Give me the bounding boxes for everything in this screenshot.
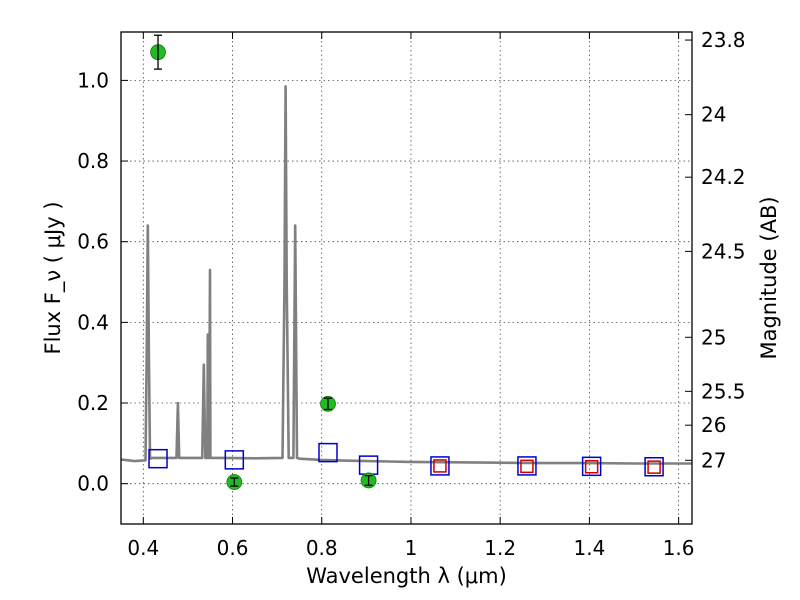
x-tick-label: 0.6 (217, 536, 249, 560)
red-square-marker (647, 460, 661, 474)
right-y-axis-label: Magnitude (AB) (757, 196, 781, 359)
y-tick-label: 0.8 (77, 149, 109, 173)
x-tick-label: 1.4 (573, 536, 605, 560)
red-square-marker (520, 459, 534, 474)
right-tick-label: 26 (701, 413, 726, 437)
y-tick-label: 0.2 (77, 391, 109, 415)
axis-ticks: 0.4 0.6 0.8 1 1.2 1.4 1.6 0.0 0.2 0.4 0.6 0.8 1.0 23.… (77, 28, 745, 560)
y-tick-label: 0.6 (77, 230, 109, 254)
x-tick-label: 1.2 (484, 536, 516, 560)
plot-frame (120, 31, 693, 525)
x-tick-label: 1 (405, 536, 418, 560)
y-axis-label: Flux F_ν ( μJy ) (41, 201, 66, 354)
blue-square-marker (644, 456, 664, 477)
y-tick-label: 1.0 (77, 68, 109, 92)
plot-area (120, 34, 692, 490)
right-tick-label: 23.8 (701, 28, 746, 52)
red-square-marker (433, 459, 447, 473)
grid-lines (121, 32, 692, 524)
x-tick-label: 0.4 (127, 536, 159, 560)
y-tick-label: 0.4 (77, 310, 109, 334)
right-tick-label: 25.5 (701, 379, 746, 403)
y-tick-label: 0.0 (77, 472, 109, 496)
x-tick-label: 0.8 (306, 536, 338, 560)
blue-square-marker (430, 456, 450, 476)
blue-square-marker (148, 448, 168, 469)
spectrum-line (120, 85, 692, 465)
x-tick-label: 1.6 (663, 536, 695, 560)
right-tick-label: 25 (701, 325, 726, 349)
blue-square-marker (224, 450, 245, 470)
x-axis-label: Wavelength λ (μm) (306, 564, 507, 588)
right-tick-label: 24 (701, 103, 726, 127)
right-tick-label: 27 (701, 448, 726, 472)
blue-square-marker (581, 456, 602, 477)
blue-square-marker (358, 455, 379, 475)
right-tick-label: 24.5 (701, 239, 746, 263)
blue-square-marker (318, 442, 338, 463)
right-tick-label: 24.2 (701, 165, 746, 189)
blue-square-marker (517, 456, 537, 476)
red-square-marker (584, 459, 599, 474)
